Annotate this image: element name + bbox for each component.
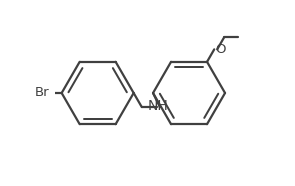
Text: Br: Br	[35, 86, 49, 100]
Text: O: O	[215, 43, 226, 56]
Text: NH: NH	[148, 99, 168, 113]
